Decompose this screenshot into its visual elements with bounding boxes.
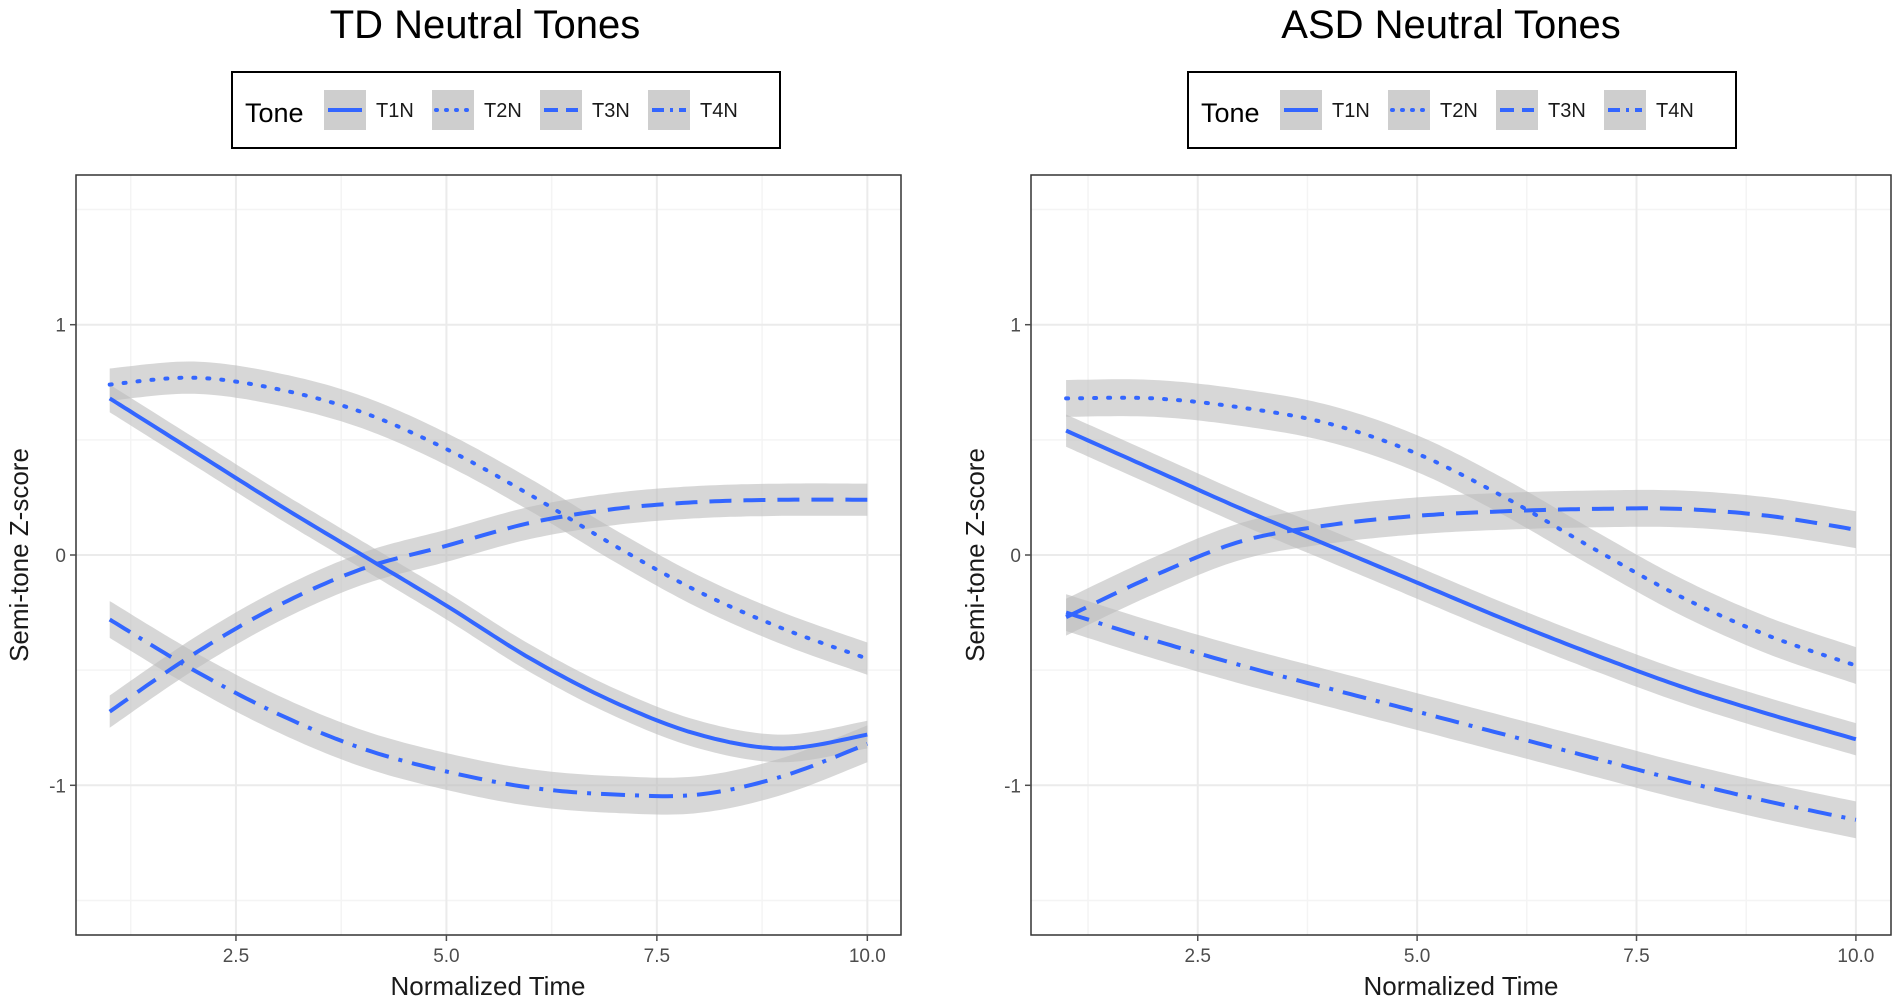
asd-ribbon-t4n	[1066, 594, 1856, 839]
td-legend-label-t1n: T1N	[376, 100, 414, 122]
asd-y-tick-label: 1	[1010, 316, 1021, 337]
asd-legend-title: Tone	[1201, 98, 1260, 128]
td-x-tick-label: 2.5	[223, 946, 249, 967]
td-y-tick-label: 0	[55, 546, 66, 567]
td-x-ticks: 2.5 5.0 7.5 10.0	[223, 935, 886, 967]
asd-legend-label-t2n: T2N	[1440, 100, 1478, 122]
asd-legend-label-t1n: T1N	[1332, 100, 1370, 122]
td-legend-label-t2n: T2N	[484, 100, 522, 122]
asd-x-tick-label: 5.0	[1404, 946, 1430, 967]
td-legend-title: Tone	[245, 98, 304, 128]
asd-legend-keys: T1N T2N T3N T4N	[1280, 90, 1694, 130]
asd-y-tick-label: 0	[1010, 546, 1021, 567]
asd-line-t2n	[1064, 395, 1858, 668]
td-line-t2n	[107, 375, 870, 661]
asd-chart-title: ASD Neutral Tones	[1281, 3, 1620, 47]
td-legend-label-t3n: T3N	[592, 100, 630, 122]
asd-x-tick-label: 7.5	[1623, 946, 1649, 967]
asd-y-tick-label: -1	[1004, 776, 1021, 797]
asd-x-ticks: 2.5 5.0 7.5 10.0	[1185, 935, 1874, 967]
td-ribbon-t2n	[109, 361, 868, 675]
td-x-tick-label: 5.0	[433, 946, 459, 967]
td-legend-label-t4n: T4N	[700, 100, 738, 122]
td-x-tick-label: 10.0	[849, 946, 886, 967]
td-line-t3n	[108, 497, 868, 714]
asd-x-axis-label: Normalized Time	[1363, 971, 1558, 1001]
asd-panel: ASD Neutral Tones Tone T1N T2N T3N T4N 2.5 5…	[960, 3, 1892, 1001]
asd-line-t1n	[1065, 428, 1857, 742]
td-legend-keys: T1N T2N T3N T4N	[324, 90, 738, 130]
asd-x-tick-label: 10.0	[1837, 946, 1874, 967]
td-y-ticks: -1 0 1	[49, 316, 76, 797]
td-x-axis-label: Normalized Time	[390, 971, 585, 1001]
asd-legend-label-t4n: T4N	[1656, 100, 1694, 122]
td-line-t1n	[108, 396, 868, 751]
td-y-axis-label: Semi-tone Z-score	[4, 448, 34, 662]
asd-ribbon-t1n	[1066, 414, 1856, 756]
asd-y-axis-label: Semi-tone Z-score	[960, 448, 990, 662]
asd-legend-label-t3n: T3N	[1548, 100, 1586, 122]
asd-line-t3n	[1065, 506, 1857, 620]
asd-x-tick-label: 2.5	[1185, 946, 1211, 967]
asd-line-t4n	[1065, 610, 1857, 822]
asd-ribbons	[1066, 379, 1856, 839]
td-y-tick-label: 1	[55, 316, 66, 337]
td-x-tick-label: 7.5	[644, 946, 670, 967]
asd-lines	[1064, 395, 1858, 822]
asd-y-ticks: -1 0 1	[1004, 316, 1031, 797]
td-y-tick-label: -1	[49, 776, 66, 797]
td-lines	[107, 375, 870, 799]
td-line-t4n	[108, 617, 869, 799]
td-chart-title: TD Neutral Tones	[330, 3, 641, 47]
td-panel: TD Neutral Tones Tone T1N T2N T3N T4N 2.5 5.…	[4, 3, 902, 1001]
td-ribbon-t4n	[109, 601, 868, 815]
asd-ribbon-t3n	[1066, 489, 1856, 636]
asd-ribbon-t2n	[1066, 379, 1856, 684]
